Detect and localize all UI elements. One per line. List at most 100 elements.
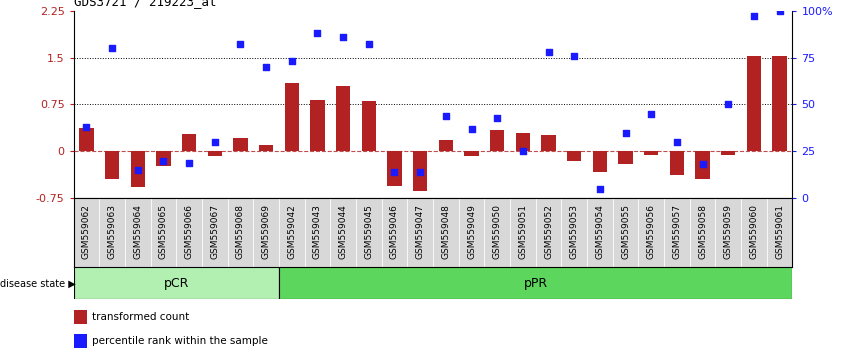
Bar: [490, 130, 504, 152]
Bar: [618, 152, 632, 164]
Point: [567, 53, 581, 58]
Bar: [74, 267, 279, 299]
Text: GSM559067: GSM559067: [210, 204, 219, 259]
Point: [182, 160, 196, 165]
Point: [336, 34, 350, 40]
Text: pCR: pCR: [164, 277, 189, 290]
Bar: [689, 198, 715, 267]
Bar: [593, 152, 607, 172]
Text: GSM559054: GSM559054: [595, 204, 604, 259]
Point: [131, 167, 145, 173]
Text: GSM559043: GSM559043: [313, 204, 322, 259]
Bar: [413, 152, 427, 191]
Bar: [587, 198, 612, 267]
Text: GSM559045: GSM559045: [365, 204, 373, 259]
Point: [388, 169, 402, 175]
Point: [413, 169, 427, 175]
Point: [670, 139, 684, 145]
Bar: [279, 267, 792, 299]
Text: GSM559053: GSM559053: [570, 204, 578, 259]
Point: [593, 186, 607, 192]
Bar: [177, 198, 202, 267]
Point: [644, 111, 658, 117]
Bar: [253, 198, 279, 267]
Point: [285, 58, 299, 64]
Bar: [510, 198, 536, 267]
Text: GSM559042: GSM559042: [288, 204, 296, 258]
Text: GSM559044: GSM559044: [339, 204, 347, 258]
Bar: [125, 198, 151, 267]
Bar: [561, 198, 587, 267]
Bar: [439, 140, 453, 152]
Bar: [74, 198, 100, 267]
Bar: [741, 198, 766, 267]
Point: [772, 8, 786, 13]
Text: GSM559063: GSM559063: [107, 204, 117, 259]
Bar: [234, 138, 248, 152]
Bar: [310, 100, 325, 152]
Text: GSM559047: GSM559047: [416, 204, 424, 259]
Bar: [567, 152, 581, 161]
Bar: [151, 198, 177, 267]
Point: [721, 102, 735, 107]
Text: GSM559049: GSM559049: [467, 204, 476, 259]
Text: GSM559046: GSM559046: [390, 204, 399, 259]
Bar: [336, 86, 350, 152]
Bar: [664, 198, 689, 267]
Text: GSM559052: GSM559052: [544, 204, 553, 259]
Bar: [100, 198, 125, 267]
Bar: [330, 198, 356, 267]
Bar: [772, 56, 786, 152]
Bar: [279, 198, 305, 267]
Text: GSM559062: GSM559062: [82, 204, 91, 259]
Bar: [74, 334, 87, 348]
Text: GSM559059: GSM559059: [724, 204, 733, 259]
Point: [695, 162, 709, 167]
Bar: [131, 152, 145, 187]
Text: GSM559061: GSM559061: [775, 204, 784, 259]
Bar: [285, 82, 299, 152]
Point: [105, 45, 119, 51]
Text: disease state ▶: disease state ▶: [0, 279, 75, 289]
Text: pPR: pPR: [524, 277, 548, 290]
Bar: [638, 198, 664, 267]
Text: transformed count: transformed count: [92, 312, 189, 322]
Bar: [541, 135, 556, 152]
Text: GSM559064: GSM559064: [133, 204, 142, 259]
Bar: [362, 101, 376, 152]
Point: [157, 158, 171, 164]
Bar: [695, 152, 709, 179]
Text: GSM559065: GSM559065: [159, 204, 168, 259]
Bar: [305, 198, 330, 267]
Text: GSM559068: GSM559068: [236, 204, 245, 259]
Bar: [208, 152, 222, 156]
Point: [464, 126, 478, 132]
Bar: [644, 152, 658, 155]
Bar: [382, 198, 407, 267]
Text: GSM559055: GSM559055: [621, 204, 630, 259]
Text: GSM559056: GSM559056: [647, 204, 656, 259]
Bar: [746, 56, 761, 152]
Point: [747, 13, 761, 19]
Bar: [387, 152, 402, 186]
Bar: [669, 152, 684, 175]
Bar: [157, 152, 171, 166]
Bar: [433, 198, 459, 267]
Text: percentile rank within the sample: percentile rank within the sample: [92, 336, 268, 346]
Bar: [484, 198, 510, 267]
Text: GSM559066: GSM559066: [184, 204, 194, 259]
Bar: [516, 133, 530, 152]
Bar: [721, 152, 735, 155]
Bar: [464, 152, 479, 156]
Bar: [356, 198, 382, 267]
Text: GSM559060: GSM559060: [749, 204, 759, 259]
Bar: [182, 134, 197, 152]
Bar: [459, 198, 484, 267]
Point: [618, 130, 632, 136]
Bar: [80, 127, 94, 152]
Point: [208, 139, 222, 145]
Text: GSM559048: GSM559048: [442, 204, 450, 259]
Point: [80, 124, 94, 130]
Text: GSM559050: GSM559050: [493, 204, 501, 259]
Text: GSM559058: GSM559058: [698, 204, 707, 259]
